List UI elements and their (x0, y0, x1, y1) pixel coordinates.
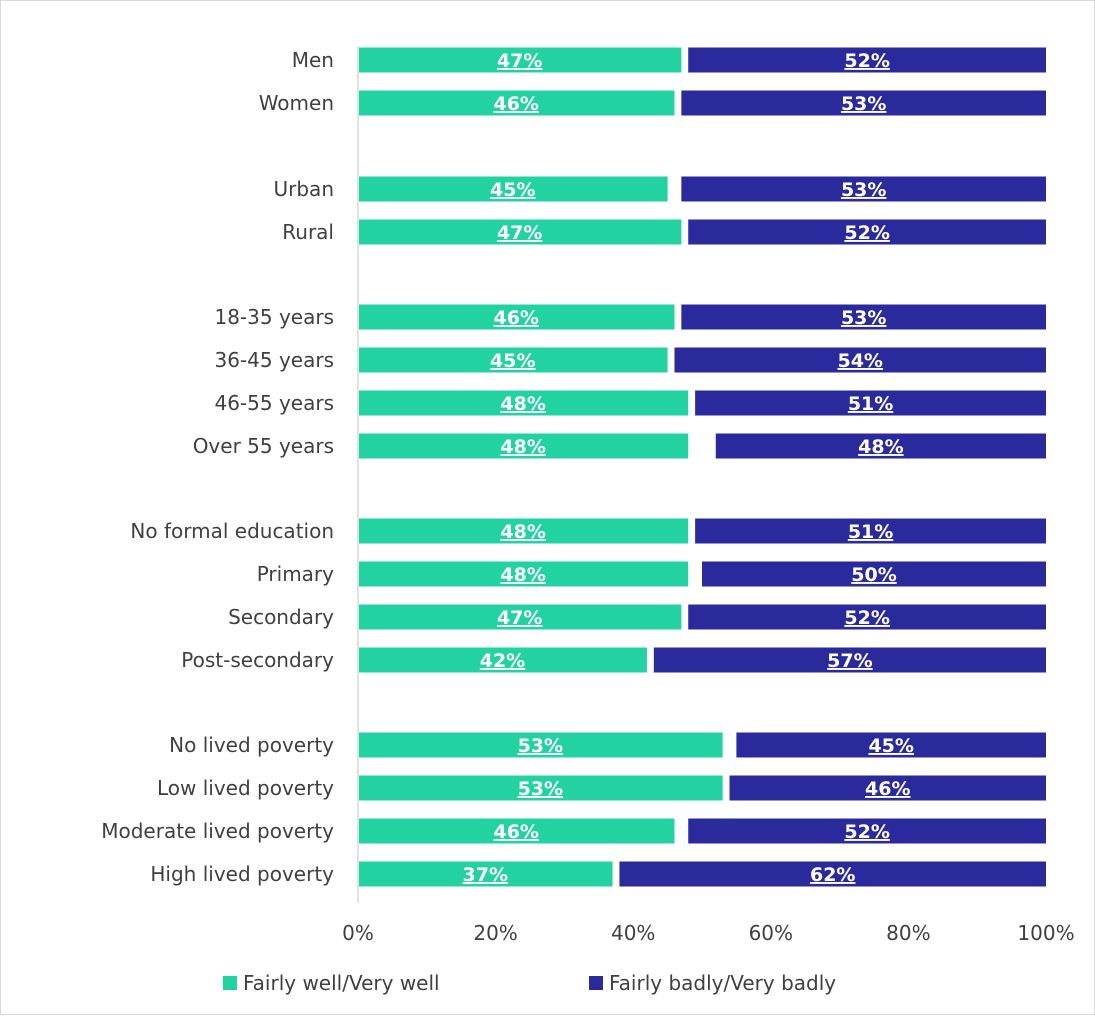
data-label-fairly-badly: 53% (841, 307, 886, 329)
category-label: 36-45 years (214, 348, 334, 372)
x-axis-ticks: 0% 20% 40% 60% 80% 100% (342, 921, 1074, 945)
labels-layer: Men 47% 52% Women 46% 53% Urban 45% 53% Rural 47% 5… (101, 48, 914, 886)
category-label: High lived poverty (150, 862, 334, 886)
x-tick-label: 20% (473, 921, 517, 945)
bar-fairly-badly (674, 347, 1046, 373)
data-label-fairly-badly: 46% (865, 778, 910, 800)
data-label-fairly-well: 48% (500, 521, 545, 543)
data-label-fairly-badly: 53% (841, 93, 886, 115)
legend-swatch (223, 976, 237, 990)
data-label-fairly-badly: 54% (837, 350, 882, 372)
bar-fairly-well (359, 561, 689, 587)
category-label: Men (292, 48, 334, 72)
bar-fairly-badly (729, 775, 1046, 801)
bar-fairly-badly (688, 818, 1046, 844)
category-label: No formal education (130, 519, 334, 543)
data-label-fairly-well: 46% (493, 307, 538, 329)
data-label-fairly-well: 46% (493, 821, 538, 843)
bar-fairly-well (359, 433, 689, 459)
bar-fairly-badly (619, 861, 1046, 887)
data-label-fairly-badly: 45% (868, 735, 913, 757)
data-label-fairly-well: 47% (497, 222, 542, 244)
bar-fairly-well (359, 732, 723, 758)
bar-fairly-badly (715, 433, 1046, 459)
data-label-fairly-well: 48% (500, 436, 545, 458)
bar-fairly-well (359, 818, 675, 844)
category-label: Urban (274, 177, 335, 201)
data-label-fairly-well: 42% (480, 650, 525, 672)
data-label-fairly-well: 53% (518, 778, 563, 800)
bar-fairly-badly (681, 176, 1046, 202)
category-label: Primary (257, 562, 334, 586)
data-label-fairly-well: 37% (463, 864, 508, 886)
x-tick-label: 60% (749, 921, 793, 945)
category-label: Over 55 years (193, 434, 334, 458)
data-label-fairly-badly: 52% (844, 222, 889, 244)
data-label-fairly-well: 47% (497, 607, 542, 629)
category-label: Women (259, 91, 334, 115)
data-label-fairly-badly: 52% (844, 821, 889, 843)
bar-fairly-badly (681, 304, 1046, 330)
legend-swatch (589, 976, 603, 990)
bar-fairly-badly (695, 518, 1046, 544)
data-label-fairly-badly: 52% (844, 607, 889, 629)
data-label-fairly-well: 48% (500, 564, 545, 586)
bar-fairly-well (359, 647, 647, 673)
bar-fairly-well (359, 775, 723, 801)
bar-fairly-well (359, 47, 682, 73)
legend-item-fairly-well: Fairly well/Very well (243, 971, 440, 995)
data-label-fairly-well: 53% (518, 735, 563, 757)
bar-fairly-well (359, 304, 675, 330)
bar-fairly-well (359, 219, 682, 245)
data-label-fairly-badly: 53% (841, 179, 886, 201)
bar-fairly-badly (688, 604, 1046, 630)
data-label-fairly-badly: 51% (848, 393, 893, 415)
bar-fairly-badly (688, 219, 1046, 245)
x-tick-label: 0% (342, 921, 374, 945)
data-label-fairly-badly: 51% (848, 521, 893, 543)
bar-fairly-badly (736, 732, 1046, 758)
data-label-fairly-well: 48% (500, 393, 545, 415)
bars-layer (359, 47, 1046, 887)
bar-fairly-badly (688, 47, 1046, 73)
legend-item-fairly-badly: Fairly badly/Very badly (609, 971, 836, 995)
bar-fairly-well (359, 390, 689, 416)
category-label: Rural (282, 220, 334, 244)
category-label: Secondary (228, 605, 334, 629)
data-label-fairly-well: 47% (497, 50, 542, 72)
data-label-fairly-badly: 57% (827, 650, 872, 672)
data-label-fairly-well: 45% (490, 179, 535, 201)
bar-fairly-badly (702, 561, 1046, 587)
x-tick-label: 80% (886, 921, 930, 945)
bar-fairly-well (359, 90, 675, 116)
legend: Fairly well/Very well Fairly badly/Very b… (223, 971, 836, 995)
data-label-fairly-badly: 48% (858, 436, 903, 458)
data-label-fairly-badly: 62% (810, 864, 855, 886)
category-label: No lived poverty (169, 733, 334, 757)
category-label: Moderate lived poverty (101, 819, 334, 843)
category-label: Low lived poverty (157, 776, 334, 800)
x-tick-label: 40% (611, 921, 655, 945)
bar-fairly-badly (653, 647, 1046, 673)
data-label-fairly-well: 46% (493, 93, 538, 115)
data-label-fairly-badly: 50% (851, 564, 896, 586)
category-label: 18-35 years (214, 305, 334, 329)
bar-fairly-well (359, 176, 668, 202)
data-label-fairly-well: 45% (490, 350, 535, 372)
bar-fairly-well (359, 518, 689, 544)
bar-fairly-badly (681, 90, 1046, 116)
bar-fairly-badly (695, 390, 1046, 416)
category-label: Post-secondary (181, 648, 334, 672)
bar-fairly-well (359, 604, 682, 630)
category-label: 46-55 years (214, 391, 334, 415)
bar-fairly-well (359, 347, 668, 373)
bar-fairly-well (359, 861, 613, 887)
x-tick-label: 100% (1017, 921, 1074, 945)
data-label-fairly-badly: 52% (844, 50, 889, 72)
